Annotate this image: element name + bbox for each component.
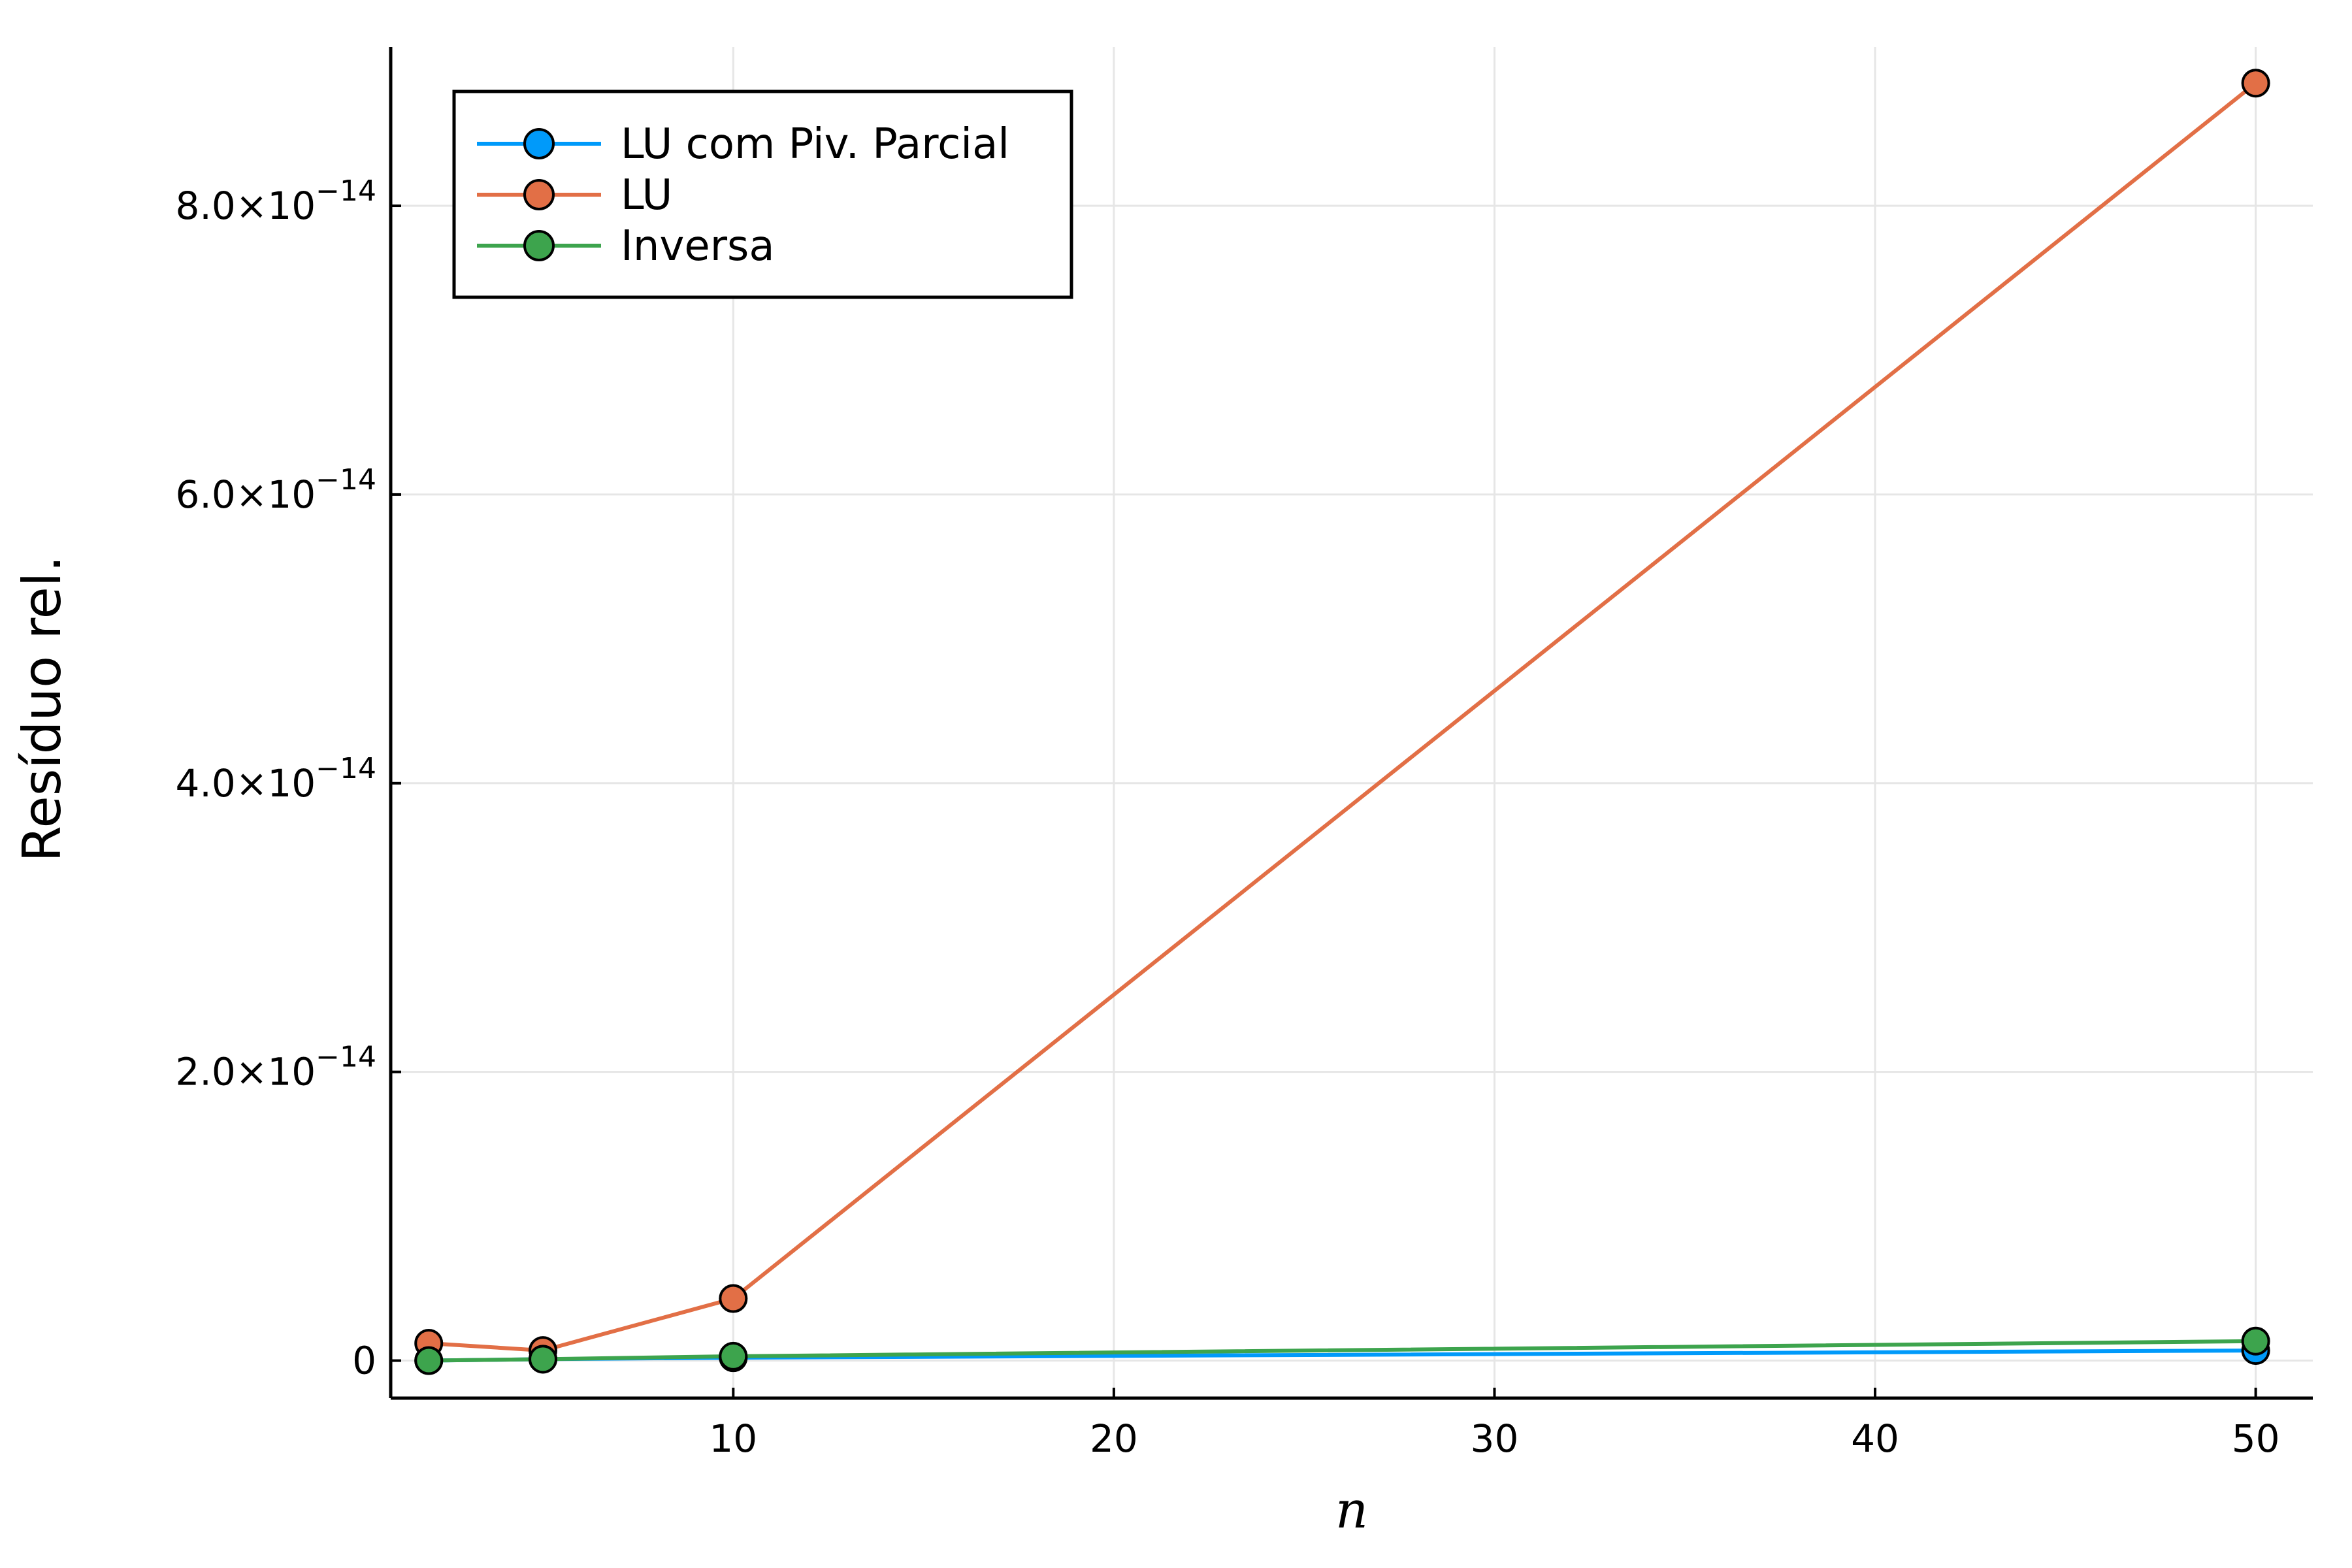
y-tick-label: 4.0×10−14	[176, 752, 377, 806]
grid	[391, 47, 2313, 1398]
legend-swatch-marker	[523, 179, 555, 210]
x-tick-label: 10	[709, 1416, 757, 1461]
x-axis-title: n	[1335, 1481, 1368, 1540]
x-tick-label: 30	[1471, 1416, 1519, 1461]
series-point-2	[2241, 1326, 2270, 1356]
series-point-2	[719, 1341, 748, 1371]
x-tick-label: 40	[1851, 1416, 1899, 1461]
series-line-1	[429, 81, 2257, 1353]
x-tick-label: 20	[1090, 1416, 1138, 1461]
y-tick-label: 8.0×10−14	[176, 174, 377, 228]
tick-labels: 10 20 30 40 50 0 2.0×10−14 4.0×10−14 6.0×10−14 8.…	[176, 174, 2280, 1461]
series-point-2	[414, 1346, 444, 1375]
series-point-2	[529, 1345, 558, 1374]
legend-label: Inversa	[621, 222, 775, 270]
x-tick-label: 50	[2232, 1416, 2280, 1461]
series-point-1	[719, 1284, 748, 1313]
series-point-1	[2241, 69, 2270, 98]
series-group	[414, 69, 2270, 1375]
axes	[389, 47, 2313, 1400]
legend-swatch-marker	[523, 128, 555, 159]
legend-swatch-marker	[523, 230, 555, 261]
series-line-2	[429, 1339, 2256, 1363]
y-axis-title: Resíduo rel.	[12, 556, 73, 862]
y-tick-label: 2.0×10−14	[176, 1041, 377, 1094]
y-tick-label: 0	[352, 1339, 376, 1383]
legend-label: LU	[621, 171, 672, 220]
legend-label: LU com Piv. Parcial	[621, 120, 1009, 169]
y-tick-label: 6.0×10−14	[176, 463, 377, 517]
